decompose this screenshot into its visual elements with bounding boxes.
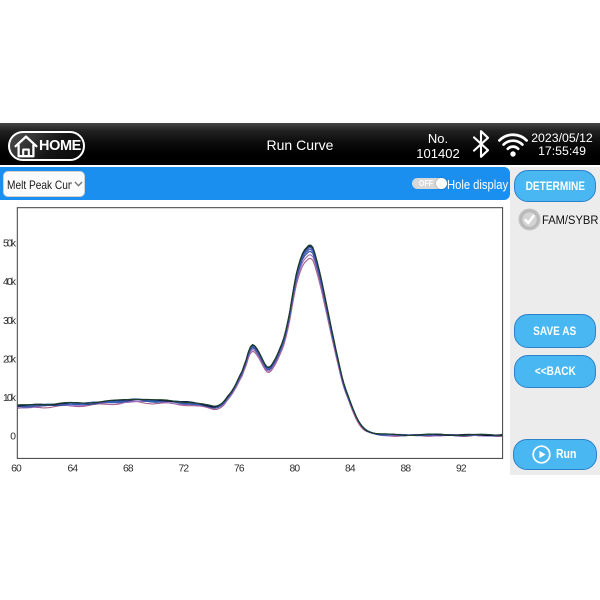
svg-text:40k: 40k [3,277,17,288]
svg-text:92: 92 [456,463,467,474]
svg-text:20k: 20k [3,354,17,365]
svg-text:88: 88 [401,463,412,474]
svg-text:80: 80 [290,463,301,474]
svg-text:60: 60 [11,463,22,474]
svg-text:64: 64 [68,463,79,474]
svg-text:76: 76 [234,463,245,474]
svg-text:72: 72 [179,463,190,474]
svg-text:50k: 50k [3,238,17,249]
svg-text:10k: 10k [3,393,17,404]
svg-text:68: 68 [123,463,134,474]
svg-text:30k: 30k [3,316,17,327]
svg-text:84: 84 [345,463,356,474]
svg-text:0: 0 [10,432,16,443]
